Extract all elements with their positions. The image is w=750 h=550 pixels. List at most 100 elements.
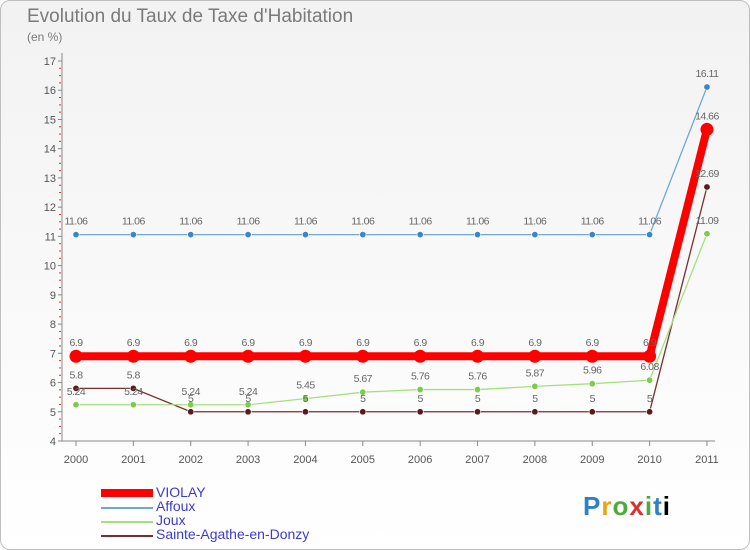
data-point-violay (700, 122, 714, 136)
data-label-violay: 6.9 (299, 337, 313, 349)
data-label-affoux: 11.06 (638, 216, 662, 228)
data-label-sainte-agathe-en-donzy: 5 (590, 393, 596, 405)
x-tick-label: 2004 (293, 454, 317, 466)
data-point-affoux (416, 231, 424, 239)
data-point-violay (298, 349, 312, 363)
data-label-violay: 6.9 (528, 337, 542, 349)
data-point-violay (126, 349, 140, 363)
data-label-violay: 6.9 (356, 337, 370, 349)
data-label-affoux: 11.06 (466, 216, 490, 228)
data-label-violay: 6.9 (127, 337, 141, 349)
legend-item-violay: VIOLAY (101, 484, 361, 501)
data-label-affoux: 11.06 (122, 216, 146, 228)
y-tick-label: 13 (44, 173, 56, 185)
data-label-sainte-agathe-en-donzy: 5 (245, 393, 251, 405)
data-point-joux (474, 386, 482, 394)
data-label-joux: 5.76 (468, 371, 487, 383)
data-label-violay: 6.9 (643, 337, 657, 349)
proxiti-logo: Proxiti (583, 491, 671, 522)
data-point-joux (187, 401, 195, 409)
legend-swatch-affoux (101, 507, 153, 509)
legend-label-joux: Joux (156, 512, 186, 528)
data-point-sainte-agathe-en-donzy (359, 408, 367, 416)
data-label-sainte-agathe-en-donzy: 5 (303, 393, 309, 405)
x-tick-label: 2001 (121, 454, 145, 466)
data-point-sainte-agathe-en-donzy (416, 408, 424, 416)
y-tick-label: 9 (50, 290, 56, 302)
x-tick-label: 2011 (695, 454, 719, 466)
data-label-violay: 6.9 (242, 337, 256, 349)
data-point-joux (359, 388, 367, 396)
y-tick-label: 11 (45, 231, 56, 243)
legend-swatch-joux (101, 521, 153, 523)
data-label-joux: 5.45 (296, 380, 315, 392)
y-tick-label: 8 (50, 319, 56, 331)
x-tick-label: 2009 (580, 454, 604, 466)
data-point-sainte-agathe-en-donzy (301, 408, 309, 416)
data-point-sainte-agathe-en-donzy (244, 408, 252, 416)
data-point-affoux (72, 231, 80, 239)
data-point-sainte-agathe-en-donzy (588, 408, 596, 416)
x-tick-label: 2007 (465, 454, 489, 466)
y-tick-label: 10 (44, 261, 56, 273)
logo-letter: x (629, 491, 645, 521)
data-label-sainte-agathe-en-donzy: 5.8 (127, 369, 141, 381)
data-label-sainte-agathe-en-donzy: 5 (188, 393, 194, 405)
data-label-joux: 11.09 (695, 215, 719, 227)
data-label-joux: 5.24 (182, 386, 201, 398)
data-point-affoux (474, 231, 482, 239)
x-tick-label: 2006 (408, 454, 432, 466)
data-point-sainte-agathe-en-donzy (187, 408, 195, 416)
data-point-violay (184, 349, 198, 363)
series-line-sainte-agathe-en-donzy (76, 186, 708, 413)
data-point-joux (703, 230, 711, 238)
data-point-sainte-agathe-en-donzy (129, 384, 137, 392)
data-label-sainte-agathe-en-donzy: 5 (475, 393, 481, 405)
data-label-sainte-agathe-en-donzy: 5.8 (69, 369, 83, 381)
data-point-violay (471, 349, 485, 363)
y-tick-label: 17 (44, 56, 56, 68)
x-tick-label: 2010 (637, 454, 661, 466)
data-label-affoux: 11.06 (523, 216, 547, 228)
x-tick-label: 2005 (351, 454, 375, 466)
data-label-violay: 6.9 (586, 337, 600, 349)
data-label-sainte-agathe-en-donzy: 5 (647, 393, 653, 405)
data-point-joux (646, 376, 654, 384)
data-label-affoux: 16.11 (695, 68, 719, 80)
data-point-violay (528, 349, 542, 363)
logo-letter: P (583, 491, 602, 521)
data-point-sainte-agathe-en-donzy (646, 408, 654, 416)
data-label-sainte-agathe-en-donzy: 12.69 (695, 168, 719, 180)
data-label-joux: 5.24 (124, 386, 143, 398)
logo-letter: r (601, 491, 613, 521)
data-label-violay: 6.9 (184, 337, 198, 349)
data-label-violay: 14.66 (695, 110, 719, 122)
data-point-affoux (588, 231, 596, 239)
data-label-sainte-agathe-en-donzy: 5 (417, 393, 423, 405)
chart-title: Evolution du Taux de Taxe d'Habitation (27, 6, 354, 27)
data-label-affoux: 11.06 (179, 216, 203, 228)
data-label-joux: 5.67 (354, 373, 373, 385)
y-tick-label: 16 (44, 85, 56, 97)
data-point-joux (244, 401, 252, 409)
data-point-violay (241, 349, 255, 363)
data-label-joux: 5.87 (526, 367, 545, 379)
y-tick-label: 7 (50, 348, 56, 360)
data-point-joux (531, 382, 539, 390)
series-sainte-agathe-en-donzy (72, 183, 711, 416)
data-point-joux (129, 401, 137, 409)
legend-swatch-violay (101, 489, 153, 497)
data-point-affoux (646, 231, 654, 239)
data-point-affoux (187, 231, 195, 239)
data-point-affoux (129, 231, 137, 239)
data-point-affoux (301, 231, 309, 239)
data-point-violay (356, 349, 370, 363)
y-tick-label: 6 (50, 378, 56, 390)
data-point-sainte-agathe-en-donzy (703, 183, 711, 191)
data-label-affoux: 11.06 (65, 216, 89, 228)
x-tick-label: 2003 (236, 454, 260, 466)
data-label-affoux: 11.06 (294, 216, 318, 228)
data-label-violay: 6.9 (69, 337, 83, 349)
